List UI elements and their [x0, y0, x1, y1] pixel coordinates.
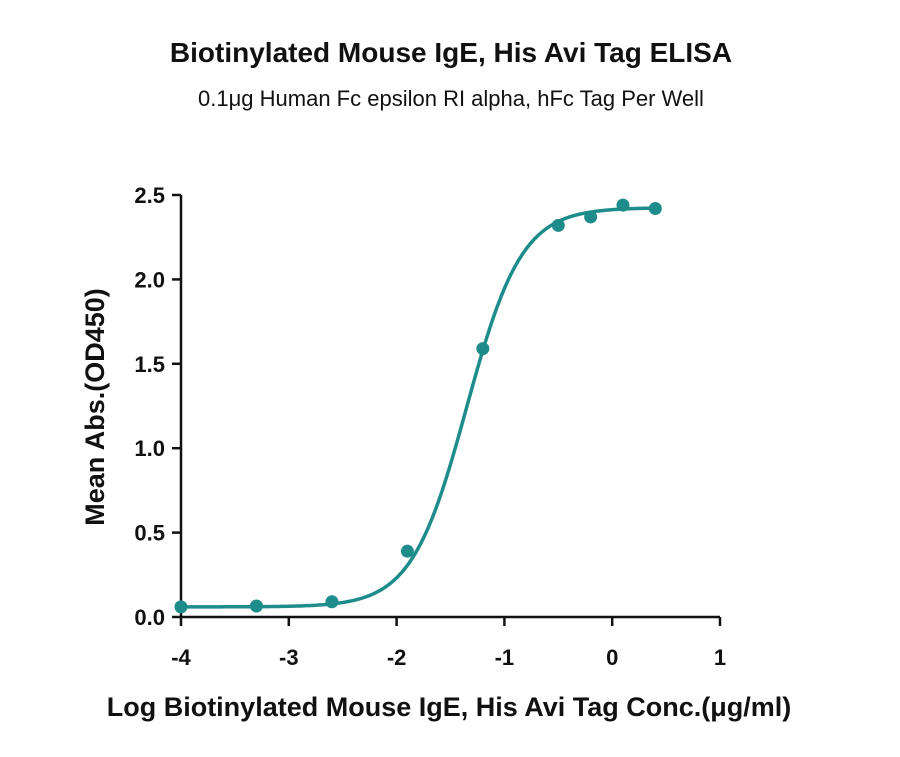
chart-title: Biotinylated Mouse IgE, His Avi Tag ELIS…: [170, 37, 732, 68]
data-point: [476, 342, 490, 356]
data-point: [584, 210, 598, 224]
data-point: [174, 600, 188, 614]
x-ticks: -4 -3 -2 -1 0 1: [171, 617, 726, 670]
fit-curve: [179, 206, 658, 609]
chart-subtitle: 0.1μg Human Fc epsilon RI alpha, hFc Tag…: [198, 86, 704, 111]
y-tick-label: 0.0: [134, 605, 165, 630]
y-axis: 0.0 0.5 1.0 1.5 2.0 2.5: [134, 183, 183, 630]
y-axis-label: Mean Abs.(OD450): [80, 288, 110, 526]
y-tick-label: 2.5: [134, 183, 165, 208]
y-tick-label: 0.5: [134, 521, 165, 546]
x-tick-label: 1: [714, 645, 726, 670]
y-tick-label: 1.5: [134, 352, 165, 377]
x-tick-label: -4: [171, 645, 191, 670]
data-point: [648, 202, 662, 216]
data-points: [174, 198, 662, 614]
x-axis: -4 -3 -2 -1 0 1: [171, 615, 726, 670]
data-point: [551, 218, 565, 232]
data-point: [400, 544, 414, 558]
x-tick-label: -1: [495, 645, 515, 670]
y-ticks: 0.0 0.5 1.0 1.5 2.0 2.5: [134, 183, 181, 630]
data-point: [249, 599, 263, 613]
data-point: [616, 198, 630, 212]
x-axis-label: Log Biotinylated Mouse IgE, His Avi Tag …: [107, 692, 792, 722]
x-tick-label: -3: [279, 645, 299, 670]
data-point: [325, 595, 339, 609]
y-tick-label: 1.0: [134, 436, 165, 461]
x-tick-label: -2: [387, 645, 407, 670]
x-tick-label: 0: [606, 645, 618, 670]
y-tick-label: 2.0: [134, 267, 165, 292]
